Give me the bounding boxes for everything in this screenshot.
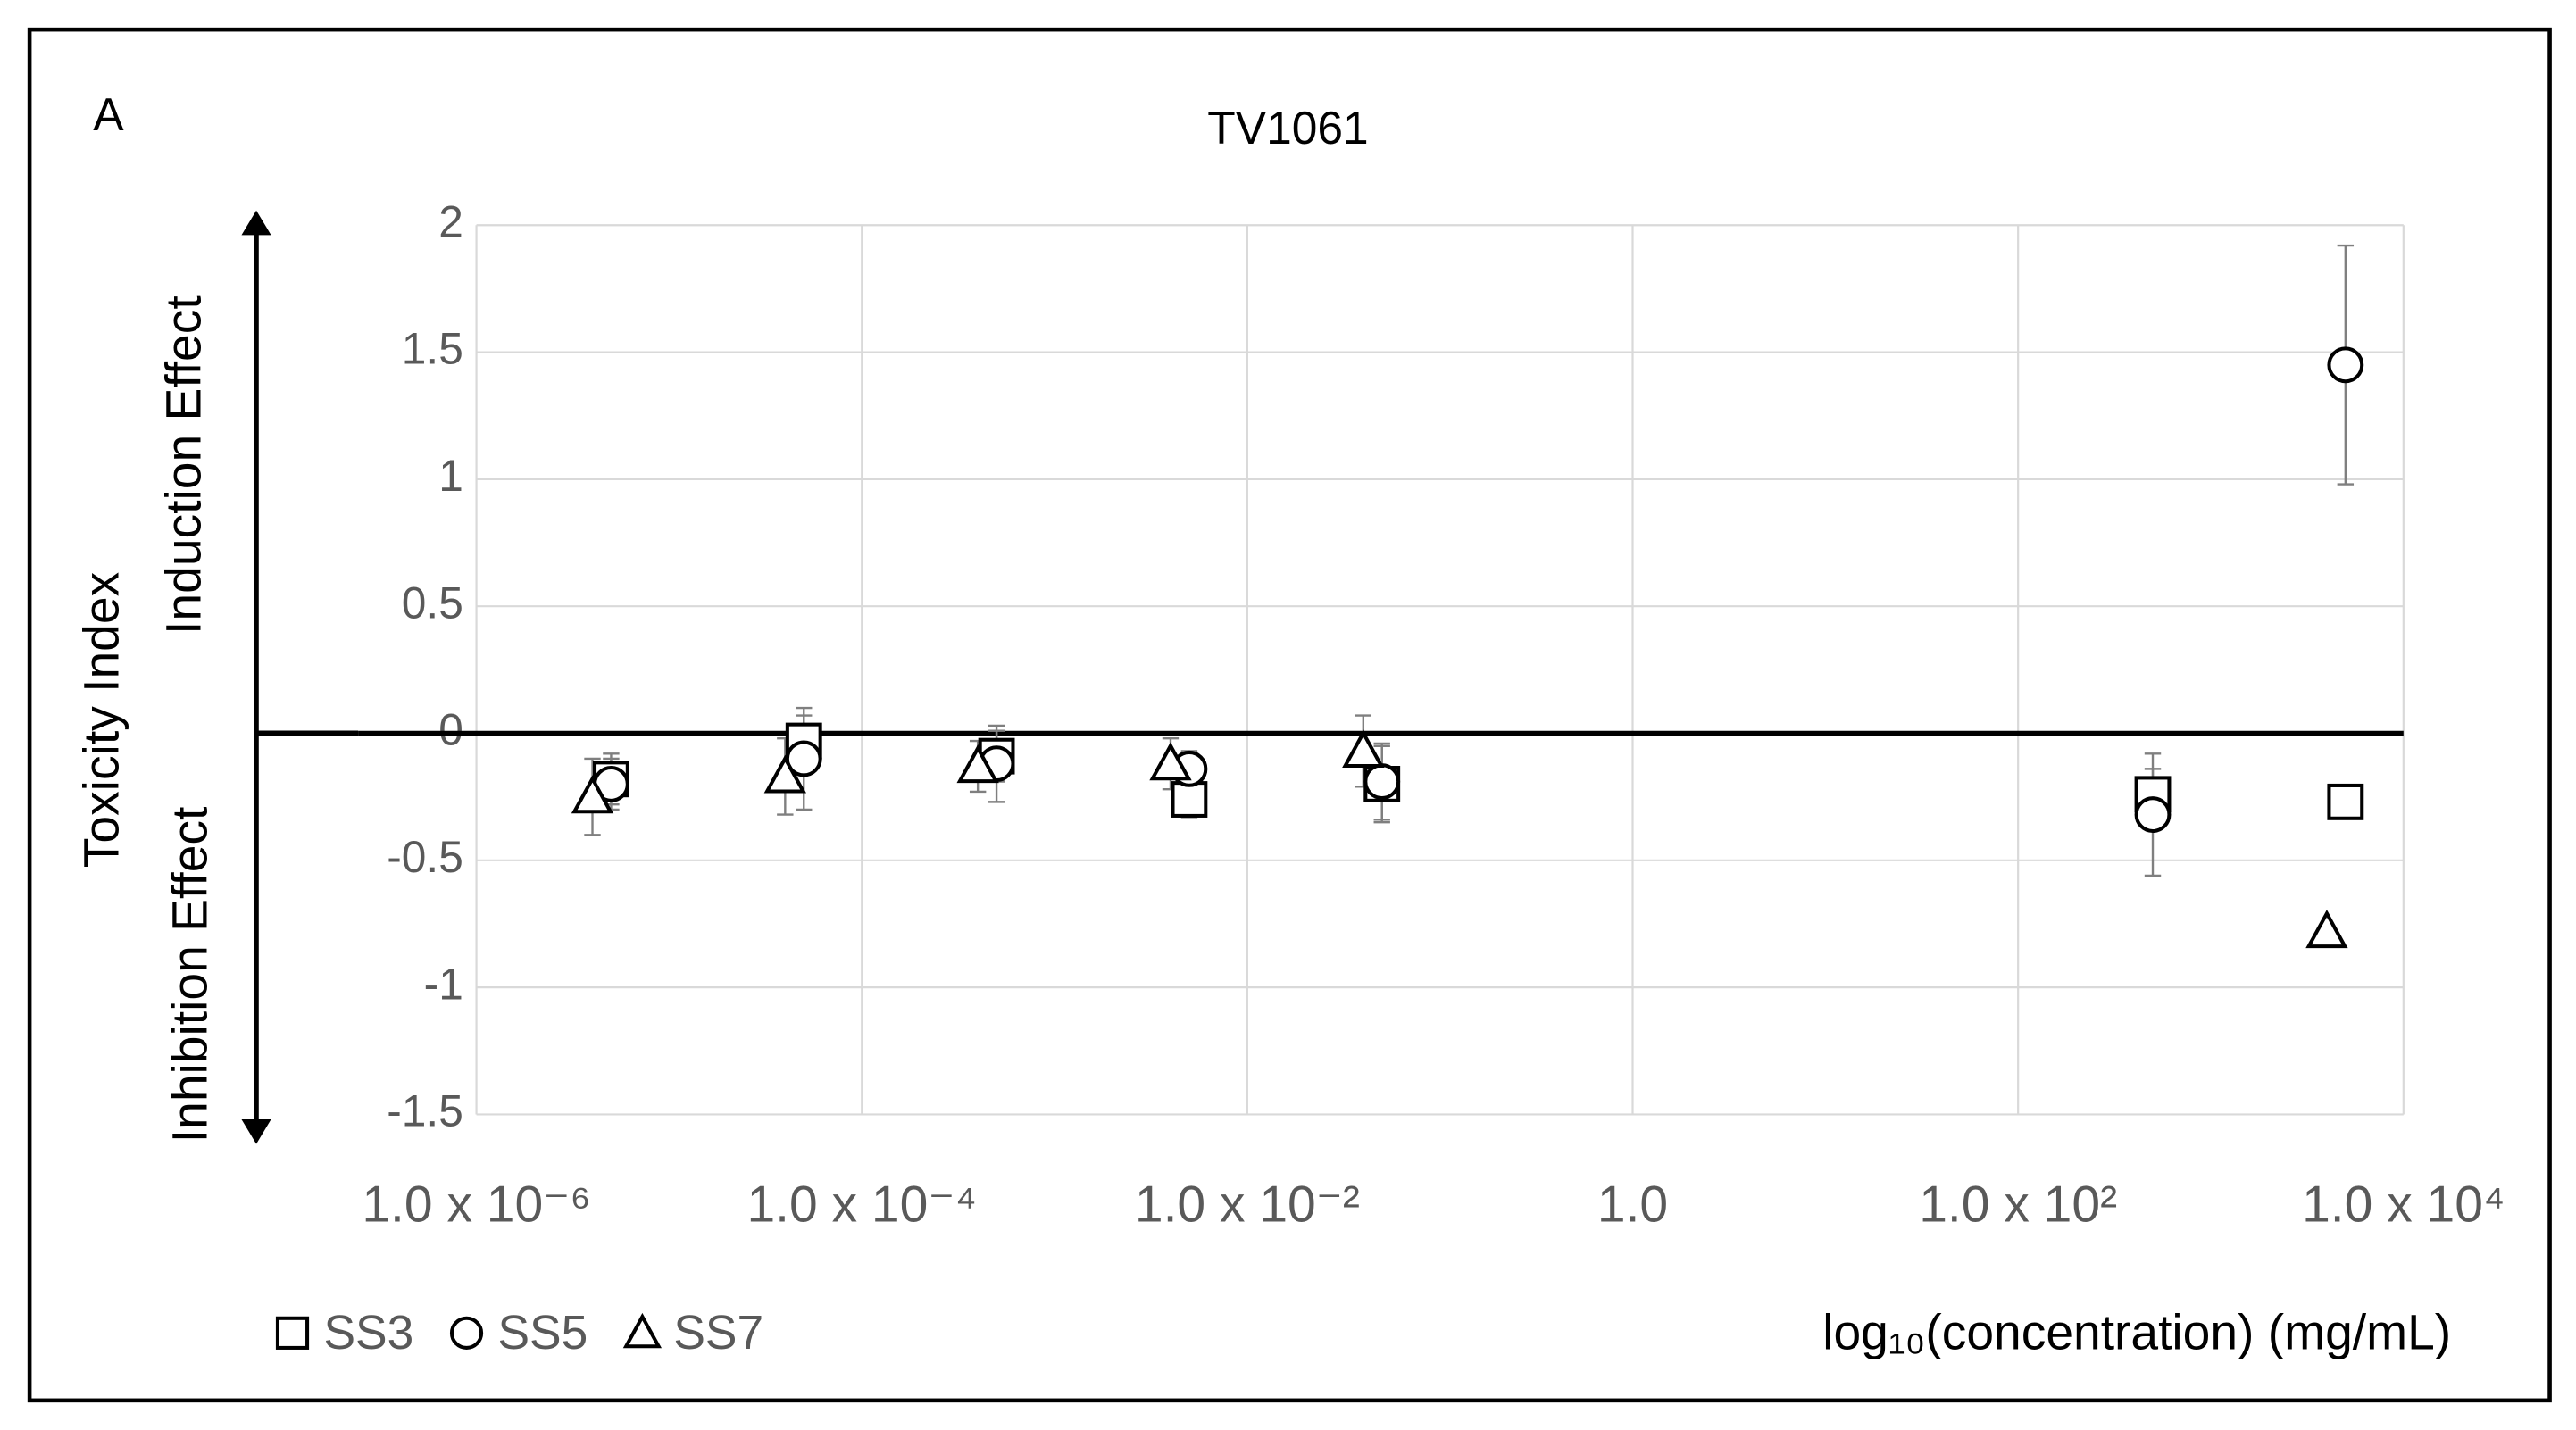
y-axis-upper-label: Induction Effect [155, 295, 211, 635]
marker-circle [2327, 346, 2364, 384]
y-tick-label: -1.5 [387, 1086, 463, 1136]
marker-circle [1363, 763, 1401, 801]
legend-label: SS5 [497, 1307, 588, 1359]
marker-triangle [2305, 910, 2348, 949]
y-tick-label: 2 [438, 196, 463, 246]
y-axis-lower-label: Inhibition Effect [163, 807, 218, 1143]
x-tick-label: 1.0 x 10⁴ [2302, 1176, 2505, 1233]
x-tick-label: 1.0 x 10⁻⁶ [362, 1176, 590, 1233]
marker-triangle [1342, 728, 1385, 769]
panel-label: A [93, 88, 124, 140]
y-tick-label: -1 [424, 959, 463, 1009]
legend-marker [449, 1316, 484, 1350]
x-tick-label: 1.0 [1597, 1176, 1668, 1233]
y-tick-label: 1 [438, 451, 463, 501]
legend-label: SS3 [323, 1307, 413, 1359]
chart-title: TV1061 [1207, 102, 1368, 154]
y-tick-label: 0 [438, 705, 463, 755]
y-tick-label: 0.5 [402, 578, 463, 628]
marker-square [2327, 783, 2364, 820]
marker-triangle [956, 744, 999, 784]
x-tick-label: 1.0 x 10⁻² [1135, 1176, 1360, 1233]
marker-square [1171, 781, 1208, 818]
marker-circle [2134, 796, 2172, 834]
y-axis-title: Toxicity Index [73, 571, 129, 868]
x-axis-title: log₁₀(concentration) (mg/mL) [1822, 1305, 2451, 1360]
marker-triangle [571, 775, 614, 814]
marker-triangle [763, 754, 807, 794]
legend-label: SS7 [673, 1307, 763, 1359]
legend-marker [622, 1312, 663, 1349]
y-tick-label: -0.5 [387, 832, 463, 882]
arrow-head-up [241, 210, 271, 236]
y-tick-label: 1.5 [402, 324, 463, 374]
marker-circle [785, 740, 822, 777]
marker-triangle [1149, 742, 1192, 781]
x-tick-label: 1.0 x 10⁻⁴ [746, 1176, 977, 1233]
legend-marker [275, 1316, 310, 1350]
x-tick-label: 1.0 x 10² [1919, 1176, 2117, 1233]
frame [27, 27, 2552, 1403]
arrow-head-down [241, 1118, 271, 1144]
